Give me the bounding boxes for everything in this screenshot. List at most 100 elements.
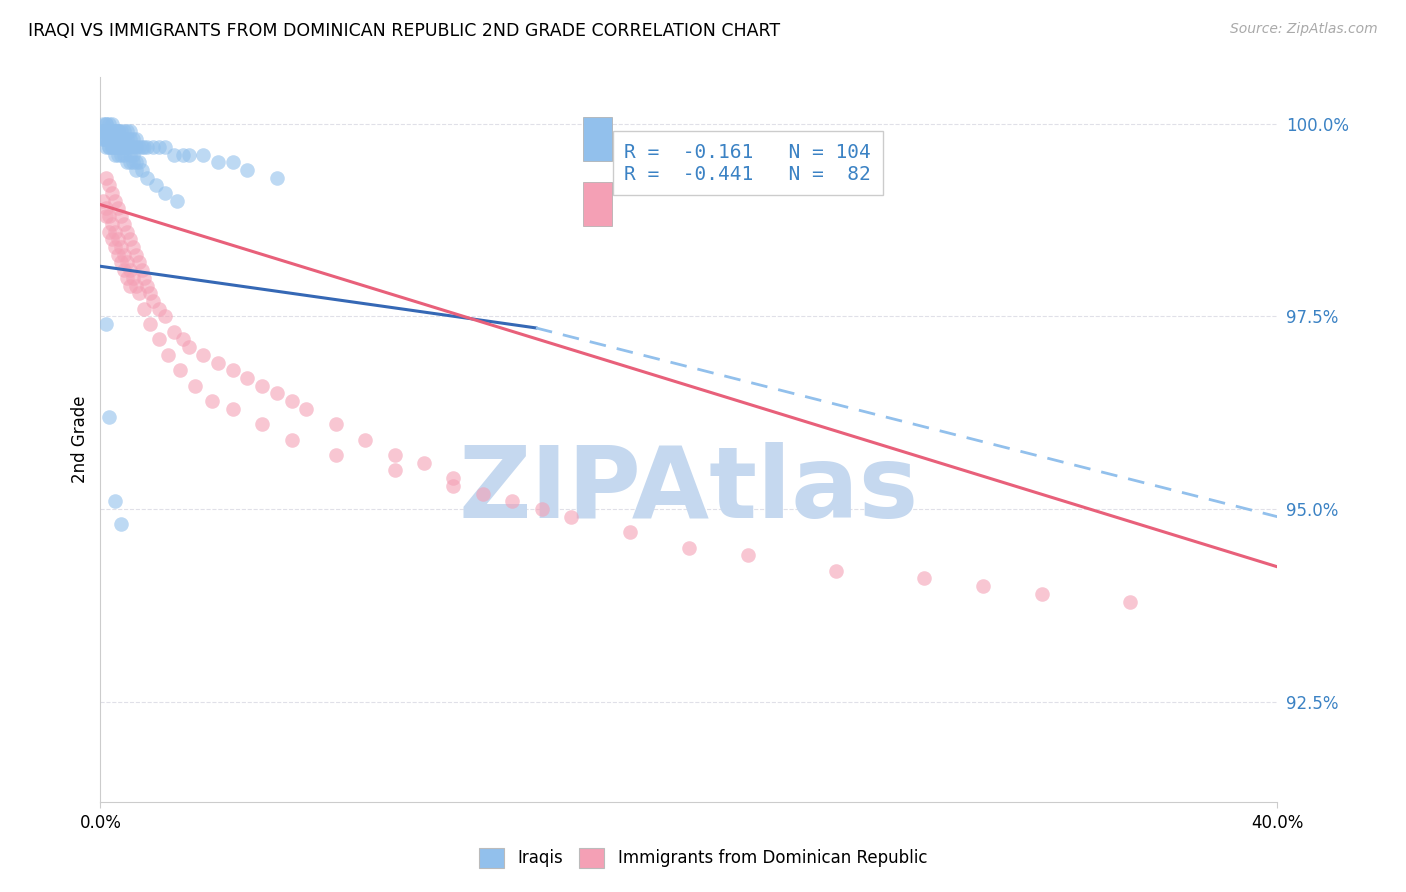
Point <box>121 147 143 161</box>
Point <box>737 549 759 563</box>
Point <box>115 225 138 239</box>
Point <box>110 124 132 138</box>
Bar <box>583 183 613 226</box>
Point <box>121 140 143 154</box>
Point <box>104 124 127 138</box>
Point <box>124 140 146 154</box>
Point <box>139 317 162 331</box>
Point <box>912 571 935 585</box>
Point <box>101 124 124 138</box>
Point <box>384 463 406 477</box>
Point <box>107 124 129 138</box>
Point <box>118 263 141 277</box>
Point <box>134 301 156 316</box>
Point <box>98 132 121 146</box>
Point <box>124 248 146 262</box>
Point <box>110 147 132 161</box>
Point <box>101 124 124 138</box>
Point <box>325 417 347 432</box>
Point <box>166 194 188 208</box>
Point <box>183 378 205 392</box>
Point <box>98 117 121 131</box>
Point <box>177 147 200 161</box>
Point <box>98 132 121 146</box>
Point <box>115 124 138 138</box>
Point <box>107 132 129 146</box>
Point <box>280 394 302 409</box>
Point <box>104 140 127 154</box>
Point <box>118 132 141 146</box>
Point <box>96 317 118 331</box>
Point <box>115 270 138 285</box>
Text: ZIPAtlas: ZIPAtlas <box>458 442 920 539</box>
Point <box>96 117 118 131</box>
Point <box>96 124 118 138</box>
Point <box>148 333 170 347</box>
Point <box>112 147 135 161</box>
Point <box>98 225 121 239</box>
Point <box>139 286 162 301</box>
Point <box>107 232 129 246</box>
Point <box>236 162 259 177</box>
Point <box>134 270 156 285</box>
Point <box>104 494 127 508</box>
Point <box>96 132 118 146</box>
Point <box>136 278 159 293</box>
Point <box>136 140 159 154</box>
Y-axis label: 2nd Grade: 2nd Grade <box>72 396 89 483</box>
Point <box>104 194 127 208</box>
Point <box>115 140 138 154</box>
Point <box>131 140 153 154</box>
Point <box>101 132 124 146</box>
Point <box>110 132 132 146</box>
Point <box>96 209 118 223</box>
Point <box>619 525 641 540</box>
Point <box>98 124 121 138</box>
Point <box>110 255 132 269</box>
Point <box>148 140 170 154</box>
Point <box>124 132 146 146</box>
Point <box>118 155 141 169</box>
Point <box>91 194 114 208</box>
Point <box>207 155 229 169</box>
Bar <box>583 117 613 161</box>
Point <box>250 378 273 392</box>
Point <box>101 117 124 131</box>
Point <box>101 140 124 154</box>
Point <box>91 132 114 146</box>
Point <box>560 509 582 524</box>
Point <box>91 132 114 146</box>
Point <box>250 417 273 432</box>
Point <box>128 286 150 301</box>
Point <box>104 132 127 146</box>
Point <box>104 140 127 154</box>
Point <box>118 124 141 138</box>
Point <box>172 147 194 161</box>
Text: R =  -0.161   N = 104
R =  -0.441   N =  82: R = -0.161 N = 104 R = -0.441 N = 82 <box>624 143 870 184</box>
Point <box>134 140 156 154</box>
Point <box>115 155 138 169</box>
Point <box>112 217 135 231</box>
Point <box>153 310 176 324</box>
Point <box>101 140 124 154</box>
Point <box>110 140 132 154</box>
Point <box>121 270 143 285</box>
Point <box>1119 594 1142 608</box>
Point <box>118 232 141 246</box>
Point <box>384 448 406 462</box>
Point <box>107 124 129 138</box>
Text: Source: ZipAtlas.com: Source: ZipAtlas.com <box>1230 22 1378 37</box>
Point <box>104 124 127 138</box>
Point <box>91 124 114 138</box>
Point <box>91 117 114 131</box>
Point <box>101 217 124 231</box>
Point <box>112 132 135 146</box>
Point <box>124 278 146 293</box>
Point <box>169 363 191 377</box>
Point <box>142 293 165 308</box>
Point <box>1031 587 1053 601</box>
Point <box>96 202 118 216</box>
Point <box>110 517 132 532</box>
Point <box>145 178 167 193</box>
Point <box>98 140 121 154</box>
